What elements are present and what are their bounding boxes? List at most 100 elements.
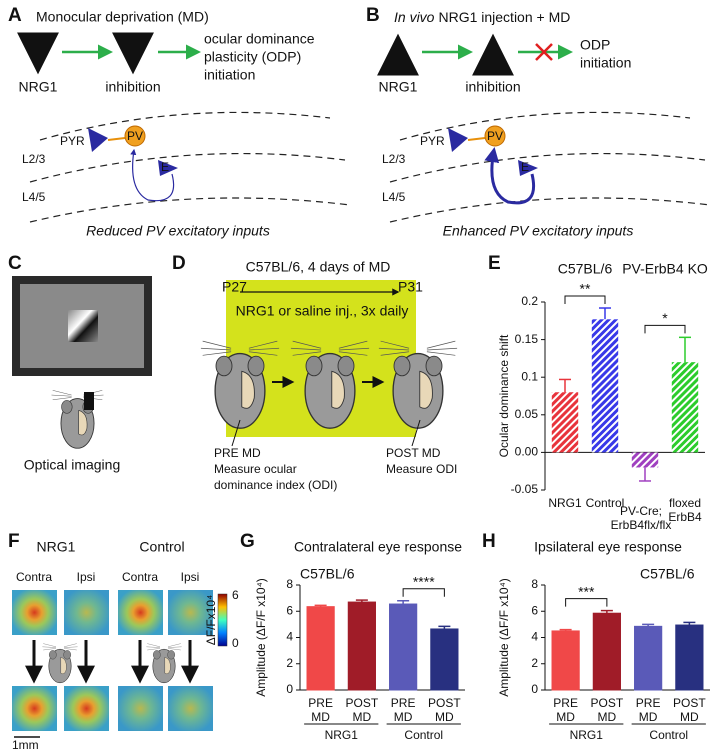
y-axis-label: Ocular dominance shift <box>497 334 511 457</box>
label: ocular dominance <box>204 31 315 47</box>
x-tick-label: POST <box>673 696 706 710</box>
x-tick-label: PRE <box>308 696 333 710</box>
panel-title: C57BL/6, 4 days of MD <box>246 259 391 275</box>
caption: Reduced PV excitatory inputs <box>86 223 270 239</box>
chart-title: Ipsilateral eye response <box>534 539 682 555</box>
stimulus <box>68 310 98 342</box>
x-tick-label: floxed <box>669 496 701 510</box>
panel-title: In vivo NRG1 injection + MD <box>394 9 570 25</box>
label: inhibition <box>105 79 160 95</box>
colorbar-label: ΔF/Fx10⁴ <box>204 595 218 646</box>
label: initiation <box>580 55 631 71</box>
panel-letter: B <box>366 5 380 26</box>
mouse <box>146 643 182 684</box>
panel-letter: C <box>8 253 22 274</box>
pyr-cell <box>88 128 108 152</box>
group-label: NRG1 <box>37 539 76 555</box>
bar <box>551 392 579 453</box>
y-tick-label: 4 <box>531 630 538 644</box>
x-tick-label: MD <box>394 710 413 724</box>
y-tick-label: 0.15 <box>515 332 539 346</box>
x-tick-label: NRG1 <box>548 496 582 510</box>
y-tick-label: 6 <box>531 603 538 617</box>
panel-letter: D <box>172 253 186 274</box>
y-tick-label: 8 <box>286 577 293 591</box>
eye-label: Ipsi <box>181 570 200 584</box>
axon <box>107 137 126 141</box>
colorbar-tick: 0 <box>232 636 239 650</box>
panel-title: Monocular deprivation (MD) <box>36 9 209 25</box>
x-tick-label: MD <box>435 710 454 724</box>
bar <box>634 625 663 691</box>
significance-bracket <box>565 598 608 607</box>
group-label: NRG1 <box>570 728 604 742</box>
label: E <box>521 160 529 174</box>
bar <box>675 624 704 691</box>
x-tick-label: MD <box>639 710 658 724</box>
heatmap <box>118 590 163 635</box>
chart-subtitle: C57BL/6 <box>300 566 355 582</box>
heatmap <box>12 590 57 635</box>
heatmap <box>168 686 213 731</box>
label: POST MD <box>386 446 441 460</box>
label: NRG1 <box>379 79 418 95</box>
y-tick-label: 0.00 <box>515 445 539 459</box>
y-tick-label: 2 <box>286 656 293 670</box>
caption: Enhanced PV excitatory inputs <box>443 223 634 239</box>
significance-label: **** <box>413 573 435 589</box>
x-tick-label: ErbB4 <box>668 510 702 524</box>
mouse <box>51 389 104 449</box>
label: dominance index (ODI) <box>214 478 337 492</box>
camera <box>84 392 94 410</box>
significance-bracket <box>564 295 606 305</box>
chart-subtitle: C57BL/6 <box>640 566 695 582</box>
group-label: NRG1 <box>325 728 359 742</box>
x-tick-label: PRE <box>391 696 416 710</box>
significance-bracket <box>402 588 445 597</box>
bar <box>389 603 418 691</box>
e-cell <box>158 160 178 176</box>
x-tick-label: MD <box>680 710 699 724</box>
title-part: In vivo <box>394 9 435 25</box>
layer-line <box>389 152 706 183</box>
label: NRG1 or saline inj., 3x daily <box>236 303 409 319</box>
panel-a: A Monocular deprivation (MD) NRG1 inhibi… <box>8 5 351 239</box>
layer-label: L4/5 <box>22 190 46 204</box>
y-tick-label: 0.2 <box>521 294 538 308</box>
label: PYR <box>60 134 85 148</box>
pyr-cell <box>448 128 468 152</box>
label: initiation <box>204 67 255 83</box>
x-tick-label: POST <box>428 696 461 710</box>
pv-cell <box>124 125 146 147</box>
layer-line <box>389 197 711 223</box>
title-part: NRG1 injection + MD <box>438 9 570 25</box>
block-mark <box>535 43 553 61</box>
axon <box>467 137 486 141</box>
scale-label: 1mm <box>12 738 39 750</box>
panel-letter: F <box>8 531 20 552</box>
x-tick-label: POST <box>346 696 379 710</box>
layer-line <box>29 197 351 223</box>
bar <box>591 319 619 453</box>
panel-letter: E <box>488 253 501 274</box>
label: Measure ocular <box>214 462 297 476</box>
bar <box>551 630 580 691</box>
label: inhibition <box>465 79 520 95</box>
colorbar-tick: 6 <box>232 588 239 602</box>
heatmap <box>12 686 57 731</box>
y-tick-label: 0.1 <box>521 369 538 383</box>
heatmap <box>168 590 213 635</box>
x-tick-label: MD <box>353 710 372 724</box>
layer-label: L4/5 <box>382 190 406 204</box>
label: PV <box>487 129 503 143</box>
heatmap <box>118 686 163 731</box>
charts: E Ocular dominance shift -0.05 0.00 0.05 0.1 0… <box>240 253 710 742</box>
layer-line <box>29 152 346 183</box>
label: PYR <box>420 134 445 148</box>
y-tick-label: 8 <box>531 577 538 591</box>
mouse <box>42 643 78 684</box>
bar <box>631 452 659 468</box>
significance-label: ** <box>580 281 591 297</box>
label: PRE MD <box>214 446 261 460</box>
